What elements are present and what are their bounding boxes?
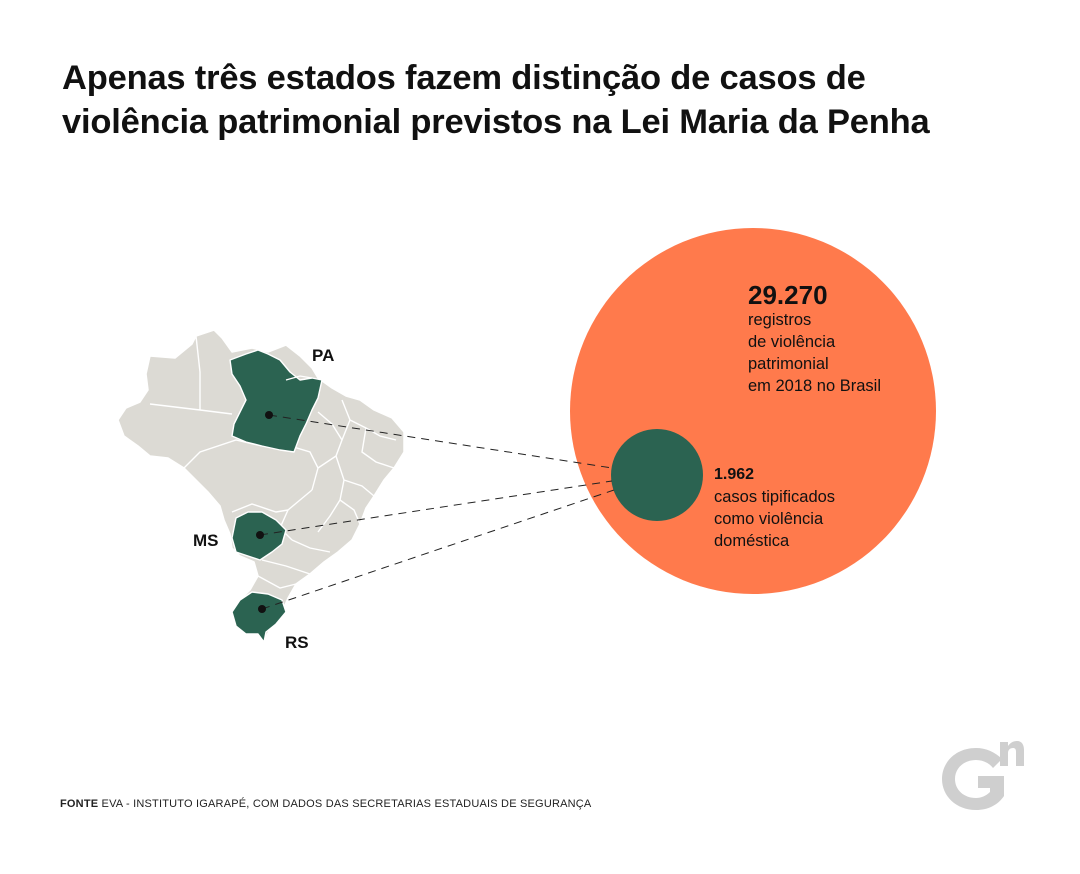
logo-n-shape: [1000, 741, 1024, 766]
state-label-rs: RS: [285, 633, 309, 652]
source-label: FONTE: [60, 798, 99, 810]
chart-title-line-2: violência patrimonial previstos na Lei M…: [62, 103, 930, 141]
source-text: EVA - INSTITUTO IGARAPÉ, COM DADOS DAS S…: [98, 798, 592, 810]
subset-desc-line-2: como violência: [714, 510, 824, 528]
state-label-ms: MS: [193, 531, 219, 550]
connector-rs: [261, 489, 615, 610]
total-desc-line-1: registros: [748, 311, 811, 329]
logo-g-shape: [942, 748, 1004, 810]
map-state-rs: [231, 591, 287, 643]
subset-desc-line-1: casos tipificados: [714, 488, 835, 506]
dot-rs: [258, 605, 266, 613]
subset-value-label: 1.962: [714, 466, 754, 483]
map-state-pa: [229, 349, 323, 453]
map-base-country: [117, 329, 405, 641]
subset-desc-line-3: doméstica: [714, 532, 790, 550]
subset-circle: [611, 429, 703, 521]
total-desc-line-4: em 2018 no Brasil: [748, 377, 881, 395]
brazil-map: [117, 329, 405, 643]
map-river: [285, 375, 313, 381]
gn-logo-icon: [942, 741, 1024, 810]
chart-title-line-1: Apenas três estados fazem distinção de c…: [62, 59, 866, 97]
dot-ms: [256, 531, 264, 539]
connector-ms: [259, 480, 613, 536]
total-value-label: 29.270: [748, 280, 828, 310]
dot-pa: [265, 411, 273, 419]
state-label-pa: PA: [312, 346, 334, 365]
connector-lines: [259, 414, 615, 610]
total-desc-line-2: de violência: [748, 333, 836, 351]
connector-pa: [268, 414, 613, 469]
chart-title: Apenas três estados fazem distinção de c…: [62, 56, 1042, 144]
total-desc-line-3: patrimonial: [748, 355, 829, 373]
source-note: FONTE EVA - INSTITUTO IGARAPÉ, COM DADOS…: [60, 798, 591, 810]
